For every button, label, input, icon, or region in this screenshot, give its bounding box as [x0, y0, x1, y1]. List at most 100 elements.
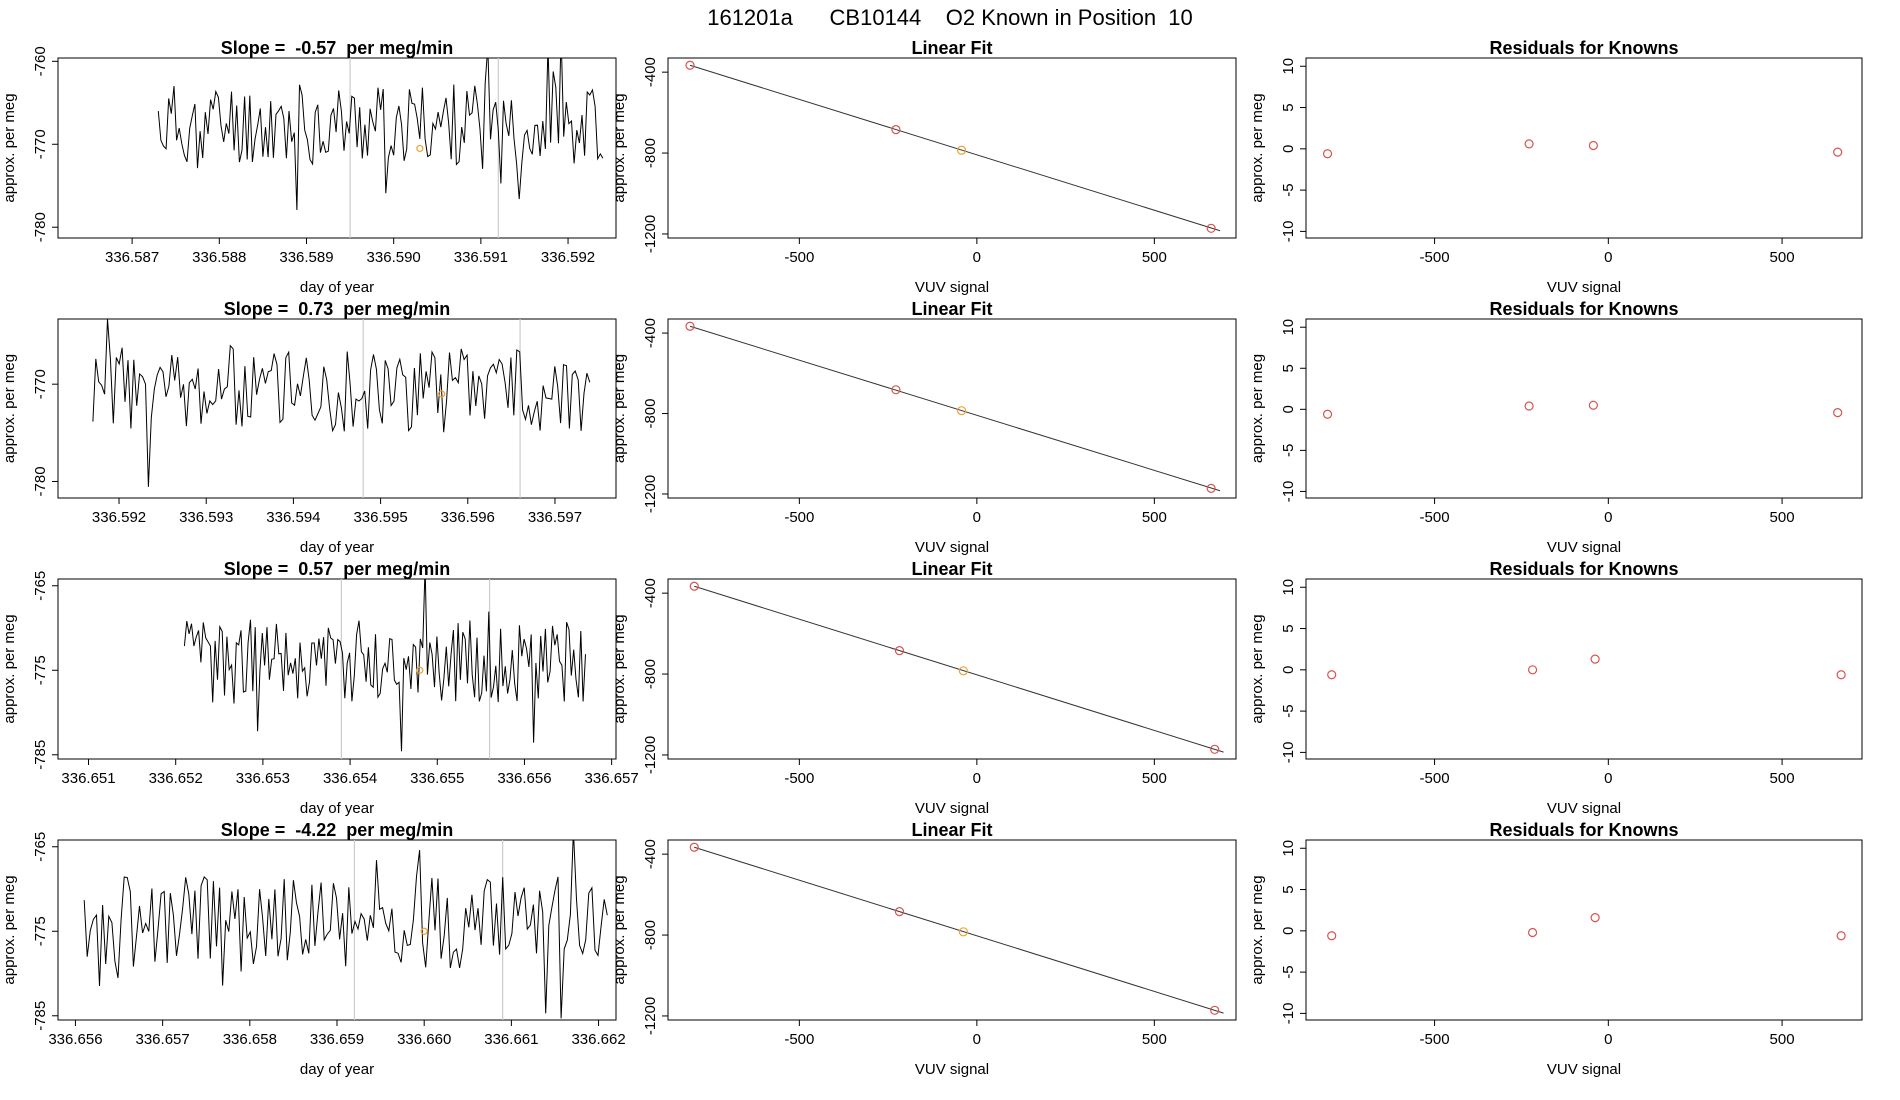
x-tick-label: 0: [1604, 770, 1612, 787]
y-tick-label: -775: [32, 655, 49, 685]
x-tick-label: -500: [1420, 509, 1450, 526]
plot-frame: [57, 318, 617, 499]
data-point: [891, 124, 901, 135]
x-axis-label: VUV signal: [1547, 800, 1621, 817]
y-tick-label: -1200: [642, 475, 659, 513]
x-tick-label: 336.656: [497, 770, 551, 787]
plot-area: [689, 842, 1224, 1015]
plot-area: [83, 840, 608, 1020]
chart-residuals-0: Residuals for Knowns VUV signal approx. pe…: [1249, 38, 1863, 296]
signal-line: [83, 840, 608, 1019]
data-point: [1210, 1005, 1220, 1015]
x-axis-label: VUV signal: [915, 1061, 989, 1078]
data-point: [685, 60, 695, 70]
y-axis-label: approx. per meg: [611, 93, 628, 202]
plot-area: [689, 581, 1224, 754]
data-point: [1524, 139, 1534, 149]
x-axis-label: VUV signal: [1547, 279, 1621, 296]
current-point: [420, 927, 428, 935]
x-tick-label: 0: [973, 249, 981, 266]
y-axis-label: approx. per meg: [1249, 93, 1266, 202]
data-point: [1836, 670, 1846, 680]
y-tick-label: 5: [1280, 624, 1297, 632]
y-tick-label: -400: [642, 57, 659, 87]
x-tick-label: 336.590: [367, 249, 421, 266]
x-tick-label: -500: [784, 509, 814, 526]
chart-title: Slope = 0.57 per meg/min: [224, 559, 451, 579]
y-tick-label: -10: [1280, 1003, 1297, 1025]
y-axis-label: approx. per meg: [1249, 614, 1266, 723]
y-tick-label: -1200: [642, 736, 659, 774]
y-tick-label: 10: [1280, 840, 1297, 857]
y-tick-label: -785: [32, 1001, 49, 1031]
y-tick-label: 10: [1280, 579, 1297, 596]
y-tick-label: -785: [32, 740, 49, 770]
plot-frame: [667, 839, 1237, 1021]
x-axis-label: day of year: [300, 539, 374, 556]
chart-title: Slope = 0.73 per meg/min: [224, 299, 451, 319]
x-tick-label: 336.655: [410, 770, 464, 787]
panels: Slope = -0.57 per meg/min day of year appr…: [1, 38, 1863, 1078]
x-tick-label: -500: [784, 249, 814, 266]
x-tick-label: 500: [1142, 249, 1167, 266]
data-point: [958, 927, 968, 937]
plot-frame: [1305, 839, 1863, 1021]
current-point: [416, 144, 424, 153]
x-tick-label: 0: [973, 770, 981, 787]
y-tick-label: -770: [32, 369, 49, 399]
x-tick-label: 336.656: [48, 1031, 102, 1048]
plot-frame: [667, 578, 1237, 760]
x-tick-label: 336.587: [105, 249, 159, 266]
plot-area: [157, 58, 604, 238]
y-tick-label: 5: [1280, 103, 1297, 111]
x-tick-label: 336.591: [454, 249, 508, 266]
x-tick-label: 336.661: [484, 1031, 538, 1048]
plot-frame: [1305, 57, 1863, 239]
chart-linear-fit-3: Linear Fit VUV signal approx. per meg -500 0…: [611, 820, 1237, 1078]
plot-area: [92, 319, 591, 498]
plot-area: [1322, 139, 1843, 159]
chart-linear-fit-0: Linear Fit VUV signal approx. per meg -500 0…: [611, 38, 1237, 296]
y-axis-label: approx. per meg: [1249, 875, 1266, 984]
x-tick-label: 336.651: [61, 770, 115, 787]
data-point: [956, 406, 967, 416]
data-point: [894, 906, 905, 917]
chart-title: Residuals for Knowns: [1489, 299, 1678, 319]
plot-frame: [57, 839, 617, 1021]
data-point: [956, 145, 967, 155]
y-tick-label: -760: [32, 46, 49, 76]
x-tick-label: 500: [1770, 509, 1795, 526]
x-tick-label: 336.597: [528, 509, 582, 526]
y-tick-label: -5: [1280, 965, 1297, 978]
chart-title: Slope = -0.57 per meg/min: [221, 38, 454, 58]
y-tick-label: -780: [32, 212, 49, 242]
x-tick-label: 336.592: [541, 249, 595, 266]
y-tick-label: -765: [32, 832, 49, 862]
y-tick-label: -5: [1280, 704, 1297, 717]
x-tick-label: 500: [1770, 1031, 1795, 1048]
data-point: [1833, 147, 1843, 157]
data-point: [1322, 409, 1333, 419]
x-tick-label: -500: [784, 1031, 814, 1048]
x-tick-label: 500: [1142, 509, 1167, 526]
x-axis-label: day of year: [300, 1061, 374, 1078]
y-tick-label: -780: [32, 466, 49, 496]
chart-title: Linear Fit: [911, 299, 992, 319]
x-tick-label: 336.657: [136, 1031, 190, 1048]
y-tick-label: -10: [1280, 221, 1297, 243]
x-axis-label: day of year: [300, 800, 374, 817]
signal-line: [183, 579, 586, 752]
x-tick-label: 500: [1770, 770, 1795, 787]
x-tick-label: 336.596: [441, 509, 495, 526]
plot-frame: [57, 578, 617, 760]
chart-residuals-3: Residuals for Knowns VUV signal approx. pe…: [1249, 820, 1863, 1078]
y-tick-label: 10: [1280, 58, 1297, 75]
x-tick-label: 336.658: [223, 1031, 277, 1048]
x-tick-label: 336.652: [149, 770, 203, 787]
y-tick-label: -1200: [642, 215, 659, 253]
plot-frame: [1305, 578, 1863, 760]
x-tick-label: 0: [973, 509, 981, 526]
data-point: [1588, 400, 1598, 410]
chart-timeseries-3: Slope = -4.22 per meg/min day of year appr…: [1, 820, 626, 1078]
chart-residuals-2: Residuals for Knowns VUV signal approx. pe…: [1249, 559, 1863, 817]
